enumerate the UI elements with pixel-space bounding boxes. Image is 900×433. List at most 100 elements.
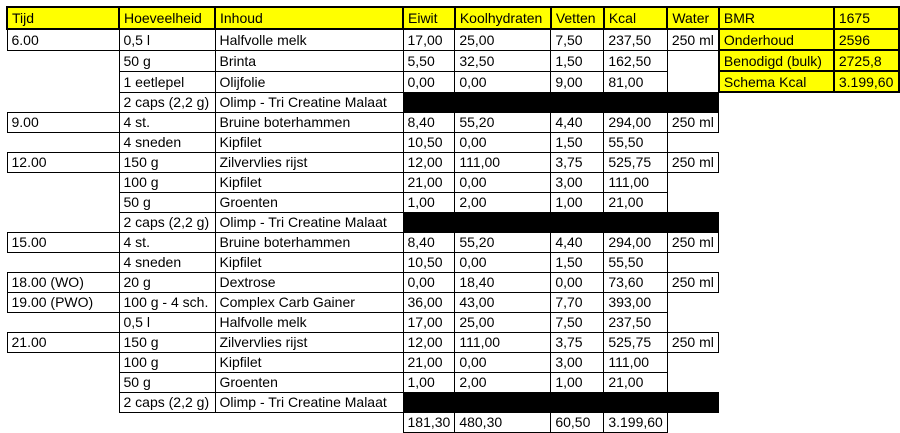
col-header-water: Water [666,6,720,30]
cell-koolhydraten: 55,20 [454,231,552,253]
panel-empty [834,252,899,272]
cell-inhoud: Olimp - Tri Creatine Malaat [214,211,404,233]
cell-koolhydraten: 0,00 [454,70,552,93]
summary-value: 3.199,60 [832,70,900,93]
summary-label: Benodigd (bulk) [717,49,835,72]
cell-eiwit: 12,00 [402,151,456,173]
cell-inhoud: Zilvervlies rijst [214,331,404,353]
meal-row: 50 g Groenten 1,00 2,00 1,00 21,00 [7,191,899,213]
meal-row: 2 caps (2,2 g) Olimp - Tri Creatine Malaa… [7,211,899,233]
cell-eiwit: 21,00 [402,171,456,193]
panel-empty [719,372,834,392]
cell-tijd: 21.00 [6,331,120,353]
cell-vetten: 1,00 [550,371,605,393]
total-kcal: 3.199,60 [603,411,668,433]
panel-empty [719,272,834,292]
cell-inhoud: Olimp - Tri Creatine Malaat [214,91,404,113]
cell-inhoud: Groenten [214,371,404,393]
cell-kcal: 162,50 [603,49,668,72]
cell-hoeveelheid: 1 eetlepel [118,70,216,93]
cell-water [667,352,719,372]
cell-kcal: 81,00 [603,70,668,93]
cell-vetten: 1,50 [550,131,605,153]
panel-empty [834,352,899,372]
col-header-kcal: Kcal [602,6,669,30]
panel-empty [719,132,834,152]
cell-kcal: 55,50 [603,131,668,153]
cell-water: 250 ml [666,271,720,293]
panel-empty [834,192,899,212]
cell-tijd: 18.00 (WO) [6,271,120,293]
cell-hoeveelheid: 4 st. [118,231,216,253]
cell-hoeveelheid: 150 g [118,151,216,173]
cell-kcal: 55,50 [603,251,668,273]
cell-tijd: 15.00 [6,231,120,253]
cell-inhoud: Kipfilet [214,251,404,273]
cell-tijd [7,252,119,272]
cell-tijd: 12.00 [6,151,120,173]
cell-kcal: 525,75 [603,331,668,353]
panel-empty [719,292,834,312]
panel-empty [719,412,834,432]
cell-koolhydraten: 2,00 [454,191,552,213]
cell-kcal: 237,50 [603,28,668,51]
diet-schedule-sheet: Tijd Hoeveelheid Inhoud Eiwit Koolhydraten Ve… [6,6,900,433]
cell-hoeveelheid: 100 g - 4 sch. [118,291,216,313]
panel-empty [719,392,834,412]
spreadsheet-page: { "colors": { "header_bg": "#ffff00", "p… [6,6,900,433]
panel-empty [834,292,899,312]
meal-row: 2 caps (2,2 g) Olimp - Tri Creatine Malaa… [7,91,899,113]
cell-kcal: 393,00 [603,291,668,313]
cell-vetten: 1,00 [550,191,605,213]
cell-koolhydraten: 25,00 [454,311,552,333]
col-header-tijd: Tijd [6,6,120,30]
cell-tijd: 6.00 [6,28,120,51]
cell-water [667,372,719,392]
cell-koolhydraten: 55,20 [454,111,552,133]
cell-koolhydraten: 111,00 [454,151,552,173]
cell-koolhydraten: 0,00 [454,251,552,273]
meal-row: 50 g Groenten 1,00 2,00 1,00 21,00 [7,371,899,393]
panel-empty [719,192,834,212]
cell-tijd [7,92,119,112]
cell-vetten: 3,75 [550,151,605,173]
meal-row: 4 sneden Kipfilet 10,50 0,00 1,50 55,50 [7,131,899,153]
cell-tijd [7,372,119,392]
panel-empty [719,252,834,272]
summary-label-bmr: BMR [717,6,835,30]
cell-inhoud: Kipfilet [214,171,404,193]
cell-tijd [7,71,119,92]
total-koolhydraten: 480,30 [454,411,552,433]
col-header-vetten: Vetten [549,6,605,30]
cell-hoeveelheid: 20 g [118,271,216,293]
cell-water: 250 ml [666,151,720,173]
cell-inhoud: Kipfilet [214,351,404,373]
cell-hoeveelheid: 2 caps (2,2 g) [118,91,216,113]
summary-value-bmr: 1675 [832,6,900,30]
cell-water-empty [667,412,719,432]
cell-vetten: 7,70 [550,291,605,313]
cell-inhoud: Olijfolie [214,70,404,93]
cell-kcal: 294,00 [603,111,668,133]
panel-empty [719,172,834,192]
cell-water [667,192,719,212]
meal-row: 100 g Kipfilet 21,00 0,00 3,00 111,00 [7,351,899,373]
cell-kcal: 73,60 [603,271,668,293]
cell-inhoud: Bruine boterhammen [214,111,404,133]
meal-row: 12.00 150 g Zilvervlies rijst 12,00 111,00 3,… [6,151,899,173]
total-eiwit: 181,30 [402,411,456,433]
panel-empty [834,392,899,412]
cell-koolhydraten: 0,00 [454,171,552,193]
cell-koolhydraten: 111,00 [454,331,552,353]
cell-kcal: 21,00 [603,371,668,393]
cell-tijd [7,192,119,212]
cell-kcal: 21,00 [603,191,668,213]
cell-water [667,50,719,71]
col-header-hoeveelheid: Hoeveelheid [118,6,216,30]
cell-vetten: 4,40 [550,111,605,133]
panel-empty [834,152,899,172]
summary-label: Onderhoud [717,28,835,51]
cell-water [667,312,719,332]
cell-hoeveelheid: 2 caps (2,2 g) [118,391,216,413]
cell-eiwit: 5,50 [402,49,456,72]
